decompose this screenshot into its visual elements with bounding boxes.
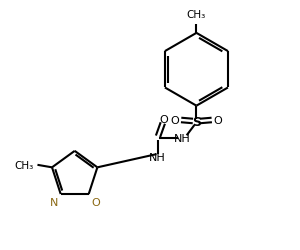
Text: O: O bbox=[171, 116, 179, 126]
Text: N: N bbox=[50, 197, 59, 207]
Text: CH₃: CH₃ bbox=[14, 160, 33, 170]
Text: O: O bbox=[91, 197, 100, 207]
Text: O: O bbox=[159, 115, 168, 125]
Text: S: S bbox=[192, 116, 201, 129]
Text: NH: NH bbox=[174, 134, 191, 144]
Text: NH: NH bbox=[149, 152, 166, 162]
Text: CH₃: CH₃ bbox=[187, 10, 206, 20]
Text: O: O bbox=[213, 116, 222, 126]
